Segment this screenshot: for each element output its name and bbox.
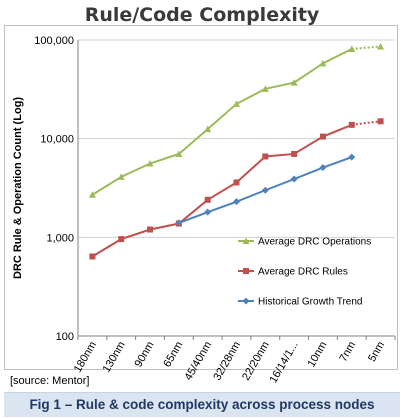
data-point-diamond: [242, 297, 250, 305]
data-point-triangle: [377, 42, 385, 50]
data-point-square: [233, 179, 240, 186]
x-tick-labels: 180nm 130nm 90nm 65nm45/40nm32/28nm22/20nm1…: [72, 340, 387, 386]
y-tick-label: 1,000: [46, 232, 74, 244]
series-group: [88, 42, 385, 260]
series-historical-growth-trend: [175, 153, 356, 227]
data-point-diamond: [319, 164, 327, 172]
chart-title: Rule/Code Complexity: [84, 4, 320, 26]
data-point-triangle: [290, 79, 298, 86]
figure-caption: Fig 1 – Rule & code complexity across pr…: [4, 392, 400, 417]
x-tick-label: 90nm: [132, 340, 156, 370]
data-point-triangle: [348, 45, 356, 53]
data-point-diamond: [290, 175, 298, 183]
data-point-triangle: [175, 150, 183, 157]
x-tick-label: 32/28nm: [211, 340, 243, 383]
data-point-square: [319, 133, 326, 140]
y-tick-labels: 100 1,000 10,000 100,000: [34, 35, 74, 343]
data-point-triangle: [233, 100, 240, 107]
x-tick-label: 10nm: [305, 340, 329, 370]
source-note: [source: Mentor]: [10, 375, 90, 387]
series-line: [91, 48, 353, 196]
data-point-square: [204, 196, 211, 203]
data-point-triangle: [204, 125, 212, 133]
data-point-square: [377, 118, 384, 125]
x-tick-label: 180nm: [72, 340, 99, 375]
legend: Average DRC Operations Average DRC Rules H…: [238, 237, 371, 308]
data-point-diamond: [348, 153, 356, 161]
data-point-square: [348, 121, 355, 128]
legend-label: Historical Growth Trend: [258, 297, 362, 308]
data-point-diamond: [175, 219, 183, 227]
x-tick-label: 130nm: [101, 340, 128, 375]
y-tick-label: 100: [56, 331, 74, 343]
data-point-triangle: [242, 237, 250, 244]
data-point-square: [291, 150, 298, 157]
data-point-triangle: [117, 173, 125, 180]
x-tick-label: 16/14/1...: [267, 340, 300, 386]
data-point-diamond: [233, 198, 240, 206]
x-tick-label: 22/20nm: [240, 340, 272, 383]
data-point-triangle: [146, 160, 154, 167]
axes: [77, 40, 396, 340]
data-point-triangle: [88, 191, 96, 198]
data-point-square: [262, 153, 269, 160]
legend-label: Average DRC Operations: [258, 237, 371, 248]
series-average-drc-operations: [88, 42, 385, 198]
y-tick-label: 100,000: [34, 35, 74, 47]
x-tick-label: 5nm: [366, 340, 387, 365]
data-point-triangle: [261, 85, 269, 92]
x-tick-label: 7nm: [337, 340, 358, 365]
data-point-square: [118, 236, 125, 243]
series-average-drc-rules: [89, 118, 384, 260]
series-line: [91, 123, 353, 258]
chart-frame: [4, 25, 398, 370]
data-point-triangle: [319, 59, 327, 67]
grid: [78, 39, 395, 238]
data-point-diamond: [204, 208, 212, 216]
data-point-square: [243, 268, 249, 274]
y-tick-label: 10,000: [40, 134, 74, 146]
data-point-diamond: [261, 186, 269, 194]
data-point-square: [89, 253, 96, 260]
x-tick-label: 65nm: [161, 340, 185, 370]
series-line-projection: [351, 120, 381, 126]
series-line-projection: [351, 45, 381, 51]
legend-label: Average DRC Rules: [258, 267, 348, 278]
x-tick-label: 45/40nm: [182, 340, 214, 383]
y-axis-label: DRC Rule & Operation Count (Log): [12, 97, 24, 279]
data-point-square: [147, 226, 154, 233]
